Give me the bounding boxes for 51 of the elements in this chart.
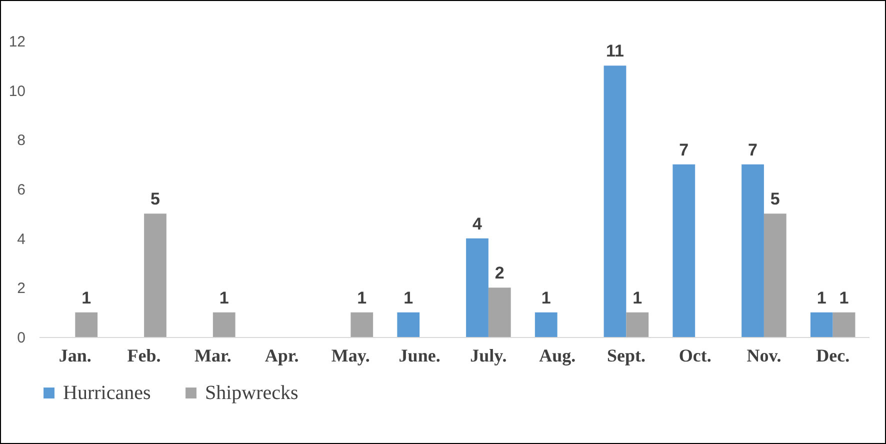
x-tick-label: Mar. — [194, 346, 232, 366]
data-label: 1 — [839, 288, 849, 308]
y-tick-label: 4 — [17, 230, 26, 248]
data-label: 5 — [770, 190, 780, 209]
bar — [466, 238, 488, 337]
bar — [832, 312, 856, 337]
bar — [742, 164, 764, 337]
data-label: 2 — [494, 264, 504, 283]
bar — [672, 164, 696, 337]
data-label: 7 — [748, 140, 758, 160]
bar — [604, 66, 626, 337]
bar — [75, 312, 98, 337]
y-tick-label: 2 — [17, 280, 26, 298]
x-tick-label: Nov. — [746, 346, 782, 366]
data-label: 1 — [404, 288, 414, 308]
bar — [144, 214, 166, 337]
data-label: 1 — [816, 288, 826, 308]
bar — [810, 312, 833, 337]
x-tick-label: Aug. — [539, 346, 576, 366]
x-tick-label: July. — [470, 346, 507, 366]
y-tick-label: 0 — [17, 330, 26, 346]
bar — [626, 312, 649, 337]
y-tick-label: 12 — [8, 34, 26, 50]
x-tick-label: May. — [331, 346, 370, 366]
x-tick-label: Jan. — [58, 346, 92, 366]
data-label: 1 — [632, 288, 642, 308]
x-tick-label: Apr. — [264, 346, 299, 366]
bar — [350, 312, 374, 337]
data-label: 7 — [679, 140, 689, 160]
bar — [397, 312, 420, 337]
x-tick-label: Sept. — [606, 346, 646, 366]
legend-label: Hurricanes — [63, 382, 151, 404]
data-label: 11 — [606, 42, 624, 61]
legend-label: Shipwrecks — [205, 382, 299, 404]
bar — [534, 312, 558, 337]
bar — [488, 288, 511, 337]
y-tick-label: 8 — [17, 132, 26, 150]
data-label: 5 — [150, 190, 160, 209]
x-tick-label: Dec. — [816, 346, 850, 366]
data-label: 1 — [541, 288, 551, 308]
x-tick-label: Feb. — [127, 346, 161, 366]
data-label: 1 — [219, 288, 229, 308]
data-label: 1 — [82, 288, 92, 308]
y-tick-label: 6 — [17, 182, 26, 198]
bar — [212, 312, 236, 337]
data-label: 1 — [357, 288, 367, 308]
data-label: 4 — [472, 214, 483, 234]
bar — [764, 214, 786, 337]
y-tick-label: 10 — [8, 82, 26, 100]
x-tick-label: Oct. — [678, 346, 712, 366]
x-tick-label: June. — [398, 346, 440, 366]
